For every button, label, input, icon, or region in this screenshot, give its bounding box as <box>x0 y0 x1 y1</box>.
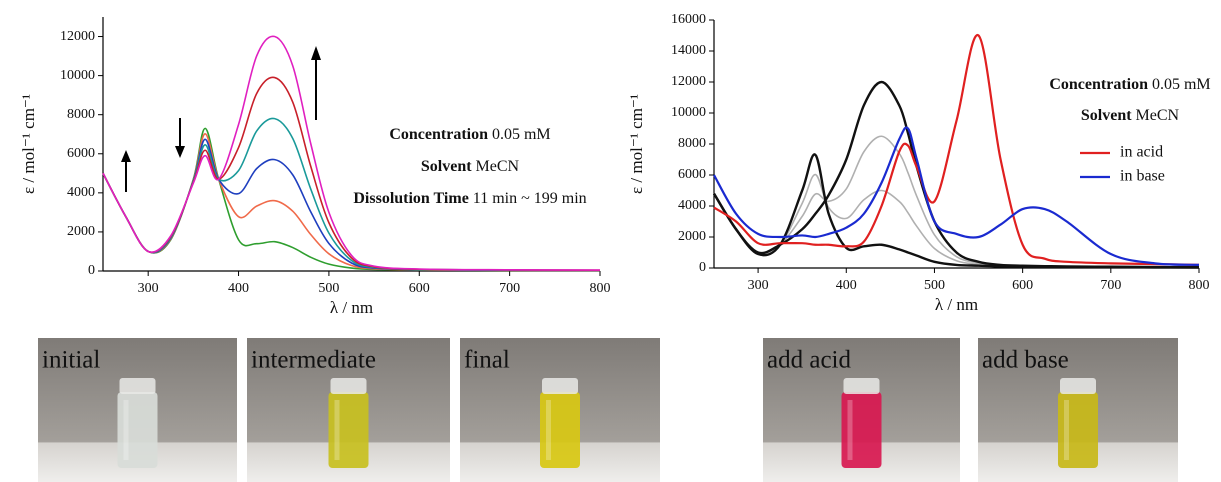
photo-label: initial <box>42 347 100 374</box>
annotation-text: 11 min ~ 199 min <box>473 190 587 207</box>
legend-label: in acid <box>1120 144 1163 161</box>
y-tick-label: 8000 <box>678 136 706 151</box>
y-axis-label: ε / mol⁻¹ cm⁻¹ <box>627 94 646 194</box>
y-tick-label: 6000 <box>67 146 95 161</box>
annotation-bold: Solvent <box>1081 107 1132 124</box>
y-axis-label: ε / mol⁻¹ cm⁻¹ <box>19 94 38 194</box>
y-tick-label: 10000 <box>671 105 706 120</box>
x-tick-label: 500 <box>318 281 339 296</box>
chart: 0 2000 4000 6000 8000 10000 12000 300 400 500 600 7… <box>19 17 611 317</box>
vial-cap <box>1060 378 1096 394</box>
annotation-bold: Dissolution Time <box>353 190 468 207</box>
photo-label: intermediate <box>251 347 376 374</box>
y-tick-label: 0 <box>699 260 706 275</box>
x-tick-label: 700 <box>1100 278 1121 293</box>
vial-shine <box>335 400 340 460</box>
x-tick-label: 400 <box>836 278 857 293</box>
vial-shine <box>546 400 551 460</box>
x-axis-label: λ / nm <box>330 298 373 317</box>
y-tick-label: 12000 <box>60 29 95 44</box>
y-tick-label: 14000 <box>671 43 706 58</box>
annotation: Dissolution Time 11 min ~ 199 min <box>353 190 586 207</box>
x-tick-label: 400 <box>228 281 249 296</box>
annotation-text: 0.05 mM <box>1152 76 1211 93</box>
annotation-bold: Solvent <box>421 158 472 175</box>
figure: 0200040006000800010000120003004005006007… <box>0 0 1221 482</box>
x-tick-label: 500 <box>924 278 945 293</box>
series-line <box>103 77 600 270</box>
vial-cap <box>120 378 156 394</box>
vial-shine <box>848 400 853 460</box>
vial-cap <box>542 378 578 394</box>
x-tick-label: 600 <box>1012 278 1033 293</box>
photo-label: add base <box>982 347 1069 374</box>
annotation-text: MeCN <box>476 158 520 175</box>
y-tick-label: 16000 <box>671 12 706 27</box>
annotation-text: MeCN <box>1136 107 1180 124</box>
annotation: Concentration 0.05 mM <box>1049 76 1210 93</box>
y-tick-label: 2000 <box>67 224 95 239</box>
x-axis-label: λ / nm <box>935 295 978 314</box>
annotation: Solvent MeCN <box>1081 107 1180 124</box>
y-tick-label: 0 <box>88 263 95 278</box>
legend-label: in base <box>1120 168 1165 185</box>
y-tick-label: 12000 <box>671 74 706 89</box>
annotation: Concentration 0.05 mM <box>389 126 550 143</box>
x-tick-label: 300 <box>748 278 769 293</box>
photo-label: add acid <box>767 347 851 374</box>
arrows <box>121 46 321 192</box>
photo: initial <box>38 338 237 482</box>
photo: add base <box>978 338 1178 482</box>
photo-label: final <box>464 347 510 374</box>
x-tick-label: 800 <box>590 281 611 296</box>
x-tick-label: 600 <box>409 281 430 296</box>
series-line <box>103 36 600 270</box>
vial-shine <box>124 400 129 460</box>
x-tick-label: 700 <box>499 281 520 296</box>
y-tick-label: 8000 <box>67 107 95 122</box>
photo: final <box>460 338 660 482</box>
y-tick-label: 2000 <box>678 229 706 244</box>
annotation: Solvent MeCN <box>421 158 520 175</box>
y-tick-label: 10000 <box>60 68 95 83</box>
photo: intermediate <box>247 338 450 482</box>
photo: add acid <box>763 338 960 482</box>
vial-cap <box>844 378 880 394</box>
annotation-bold: Concentration <box>389 126 488 143</box>
x-tick-label: 300 <box>138 281 159 296</box>
y-tick-label: 4000 <box>678 198 706 213</box>
y-tick-label: 4000 <box>67 185 95 200</box>
y-tick-label: 6000 <box>678 167 706 182</box>
x-tick-label: 800 <box>1189 278 1210 293</box>
vial-shine <box>1064 400 1069 460</box>
annotation-text: 0.05 mM <box>492 126 551 143</box>
vial-cap <box>331 378 367 394</box>
chart: 0 2000 4000 6000 8000 10000 12000 14000 16000 300… <box>627 12 1211 314</box>
annotation-bold: Concentration <box>1049 76 1148 93</box>
